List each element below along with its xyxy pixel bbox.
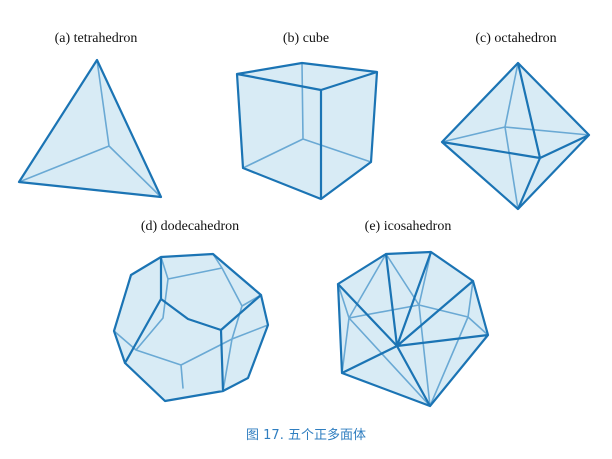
dodecahedron-drawing [112,252,270,403]
icosahedron-drawing [336,250,490,408]
figure-caption: 图 17. 五个正多面体 [246,428,366,443]
octahedron-hidden-edges [441,62,590,210]
cube-silhouette [237,63,377,199]
dodecahedron-outline [112,252,270,403]
octahedron-drawing [440,61,591,211]
icosahedron-outline [336,250,490,408]
octahedron-outline [440,61,591,211]
icosahedron-silhouette [338,252,488,406]
dodecahedron-silhouette [114,254,268,401]
label-cube: (b) cube [282,31,330,46]
label-dodecahedron: (d) dodecahedron [140,219,240,234]
tetrahedron-hidden-edges [18,59,162,198]
cube-outline [235,61,379,201]
tetrahedron-drawing [17,58,163,199]
cube-hidden-edges [242,62,372,169]
cube-drawing [235,61,379,201]
tetrahedron-outline [17,58,163,199]
icosahedron-hidden-edges [337,251,489,407]
label-tetrahedron: (a) tetrahedron [54,31,138,46]
dodecahedron-hidden-edges [113,253,269,392]
label-octahedron: (c) octahedron [475,31,557,46]
label-icosahedron: (e) icosahedron [364,219,452,234]
